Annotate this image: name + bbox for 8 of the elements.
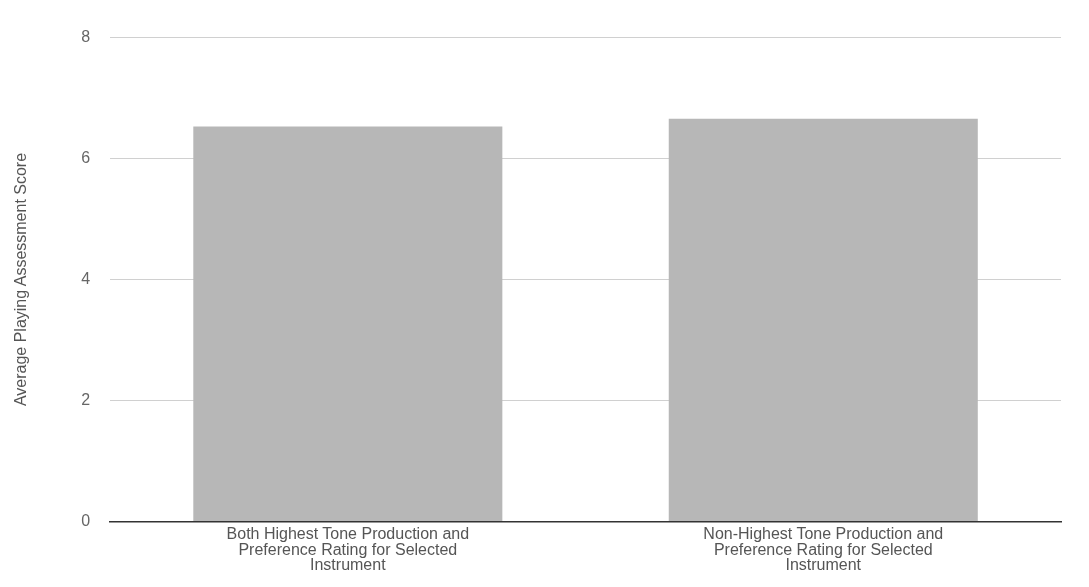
x-tick-label: Non-Highest Tone Production and Preference Rating for Selected Instrument (703, 525, 944, 573)
y-tick-label: 2 (81, 390, 91, 408)
y-axis-title: Average Playing Assessment Score (12, 152, 30, 407)
y-tick-label: 4 (81, 269, 91, 287)
x-tick-label: Both Highest Tone Production and Preference Rating for Selected Instrument (226, 525, 470, 573)
y-tick-label: 0 (81, 511, 91, 529)
y-tick-label: 8 (81, 28, 91, 46)
y-tick-label: 6 (81, 148, 91, 166)
